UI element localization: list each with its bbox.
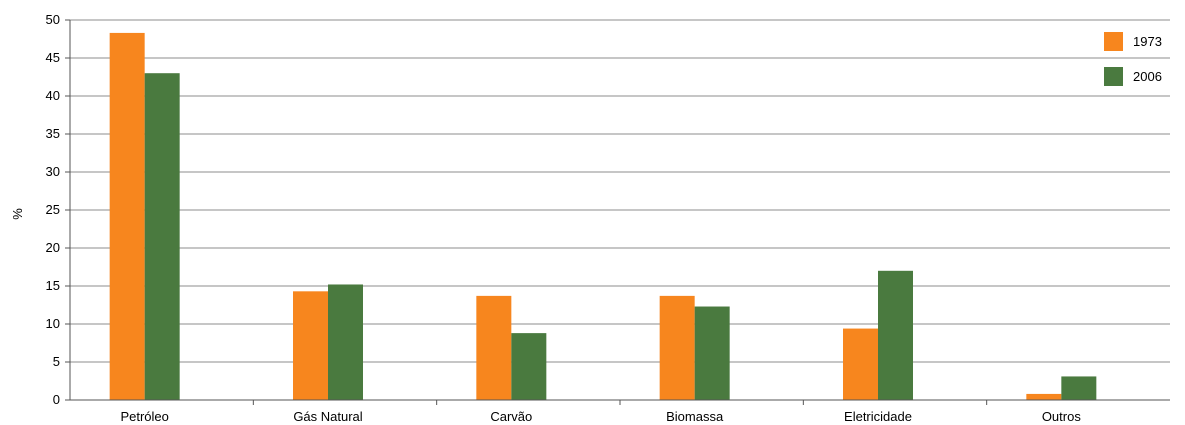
y-tick-label: 45 — [46, 50, 60, 65]
y-tick-labels: 0 5 10 15 20 25 30 35 40 45 50 — [46, 12, 70, 407]
legend-swatch-1973 — [1104, 32, 1123, 51]
y-tick-label: 10 — [46, 316, 60, 331]
bar-1973-6: Outros 1973: 0.8 — [1026, 393, 1062, 400]
legend-swatch-2006 — [1104, 67, 1123, 86]
bar-1973-2: Gás Natural 1973: 14.3 — [293, 291, 328, 400]
x-tick-label: Petróleo — [120, 409, 168, 424]
bar-2006-4: Biomassa 2006: 12.3 — [694, 306, 730, 400]
x-tick-labels: Petróleo Gás Natural Carvão Biomassa Eletric… — [120, 400, 1081, 424]
bar-1973-4: Biomassa 1973: 13.7 — [659, 295, 695, 400]
bar-2006-5: Eletricidade 2006: 17 — [878, 270, 913, 400]
bar-1973-5: Eletricidade 1973: 9.4 — [843, 328, 878, 400]
y-tick-label: 35 — [46, 126, 60, 141]
x-tick-label: Biomassa — [666, 409, 724, 424]
bar-2006-1: Petróleo 2006: 43 — [144, 73, 180, 400]
y-tick-label: 20 — [46, 240, 60, 255]
bar-2006-6: Outros 2006: 3.1 — [1061, 376, 1097, 400]
y-tick-label: 40 — [46, 88, 60, 103]
bar-2006-2: Gás Natural 2006: 15.2 — [328, 284, 363, 400]
y-tick-label: 25 — [46, 202, 60, 217]
legend: 1973 2006 — [1104, 32, 1162, 86]
legend-label-1973: 1973 — [1133, 34, 1162, 49]
x-tick-label: Carvão — [490, 409, 532, 424]
y-tick-label: 0 — [53, 392, 60, 407]
bar-2006-3: Carvão 2006: 8.8 — [511, 333, 547, 400]
legend-label-2006: 2006 — [1133, 69, 1162, 84]
bar-1973-3: Carvão 1973: 13.7 — [476, 295, 512, 400]
x-tick-label: Eletricidade — [844, 409, 912, 424]
bars: Petróleo 1973: 48.3Petróleo 2006: 43 Gás … — [109, 32, 1097, 401]
y-tick-label: 15 — [46, 278, 60, 293]
bar-1973-1: Petróleo 1973: 48.3 — [109, 32, 145, 401]
x-tick-label: Outros — [1042, 409, 1082, 424]
y-tick-label: 5 — [53, 354, 60, 369]
y-axis-label: % — [10, 208, 25, 220]
gridlines — [70, 19, 1170, 363]
x-tick-label: Gás Natural — [293, 409, 362, 424]
y-tick-label: 50 — [46, 12, 60, 27]
y-tick-label: 30 — [46, 164, 60, 179]
